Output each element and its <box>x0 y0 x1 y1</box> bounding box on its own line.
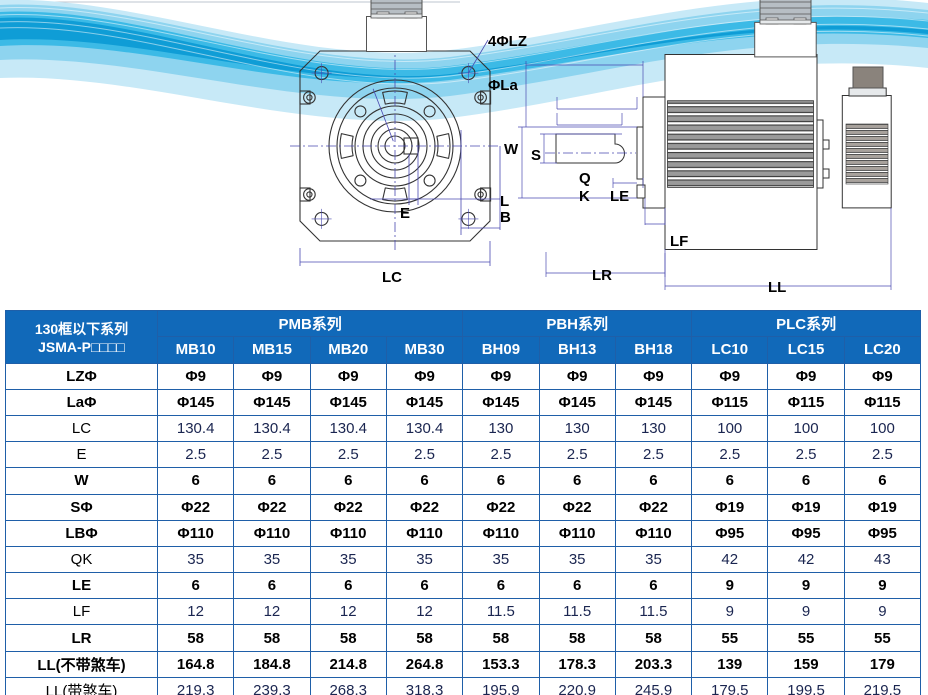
svg-text:B: B <box>500 209 511 226</box>
svg-text:L: L <box>500 193 509 210</box>
svg-text:LE: LE <box>610 188 629 205</box>
svg-text:LR: LR <box>592 267 612 284</box>
svg-text:S: S <box>531 147 541 164</box>
svg-text:LL: LL <box>768 279 786 296</box>
svg-text:Q: Q <box>579 170 591 187</box>
svg-text:LF: LF <box>670 233 688 250</box>
svg-text:K: K <box>579 188 590 205</box>
